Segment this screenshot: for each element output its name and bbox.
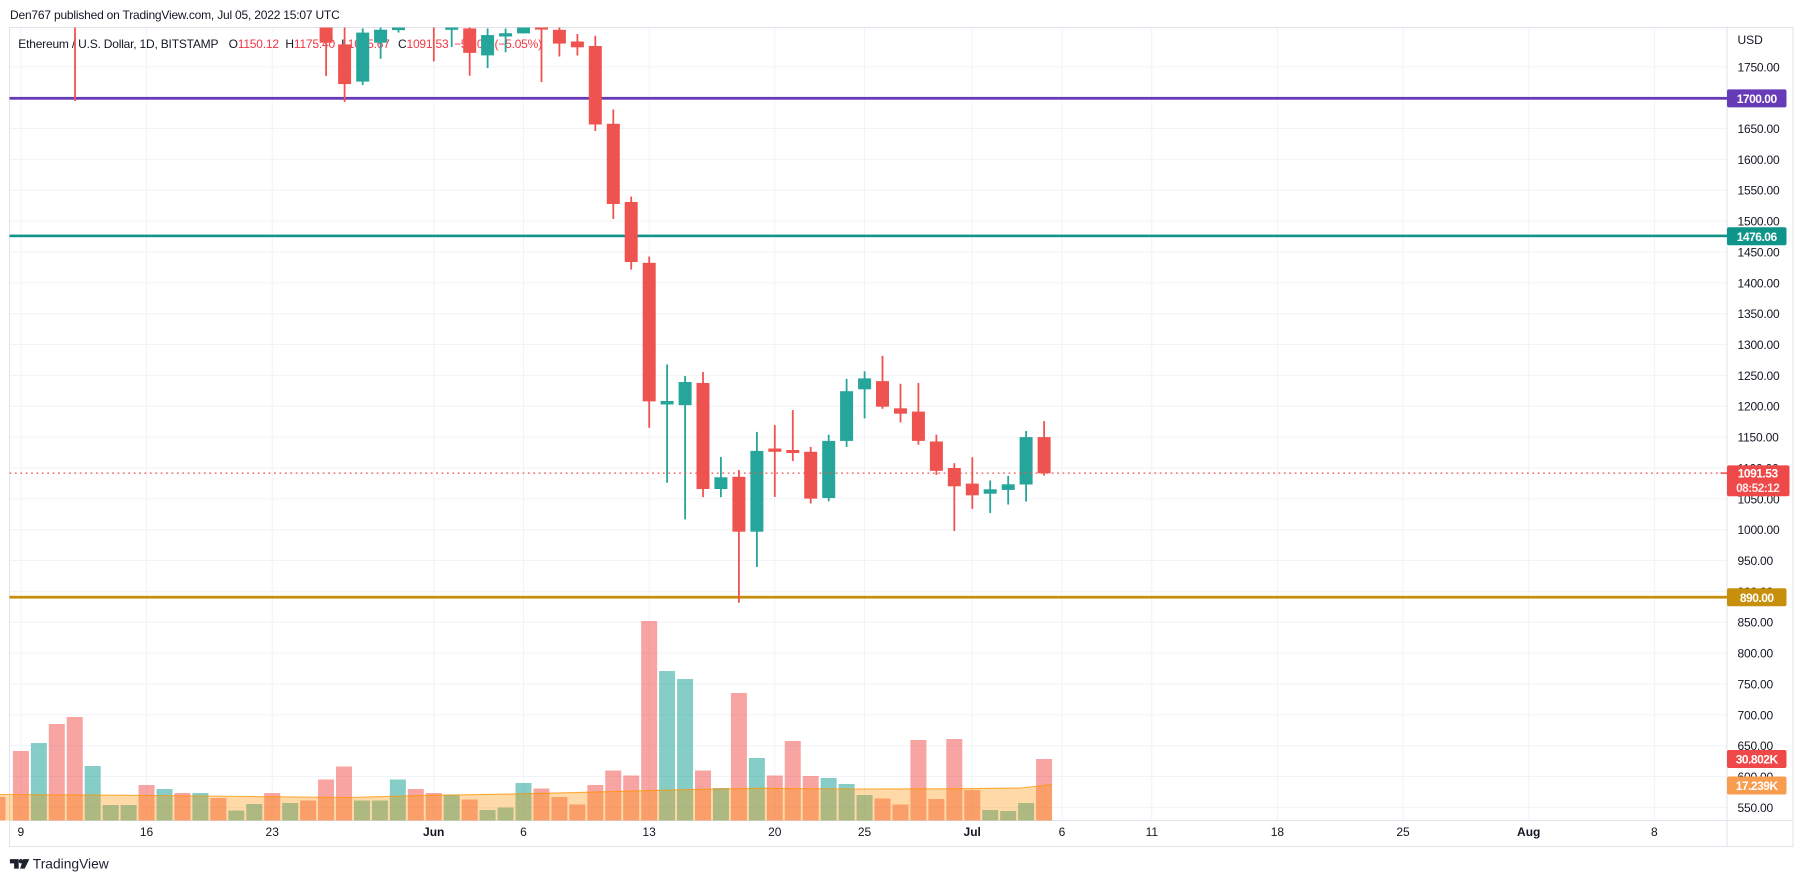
- svg-text:1091.53: 1091.53: [1738, 467, 1779, 481]
- svg-text:08:52:12: 08:52:12: [1736, 481, 1780, 495]
- svg-text:6: 6: [520, 825, 527, 839]
- svg-text:1250.00: 1250.00: [1738, 369, 1781, 383]
- svg-text:18: 18: [1271, 825, 1285, 839]
- svg-text:1600.00: 1600.00: [1738, 153, 1781, 167]
- svg-text:(−5.05%): (−5.05%): [495, 37, 543, 51]
- svg-text:1750.00: 1750.00: [1738, 60, 1781, 74]
- svg-text:11: 11: [1146, 825, 1159, 839]
- svg-text:Aug: Aug: [1517, 825, 1540, 839]
- svg-text:1350.00: 1350.00: [1738, 307, 1781, 321]
- svg-text:TradingView: TradingView: [33, 856, 109, 871]
- svg-text:1450.00: 1450.00: [1738, 245, 1781, 259]
- svg-text:1400.00: 1400.00: [1738, 276, 1781, 290]
- svg-text:800.00: 800.00: [1738, 647, 1774, 661]
- svg-text:23: 23: [266, 825, 280, 839]
- svg-text:1550.00: 1550.00: [1738, 184, 1781, 198]
- svg-text:Den767 published on TradingVie: Den767 published on TradingView.com, Jul…: [10, 8, 340, 22]
- svg-text:O1150.12: O1150.12: [229, 37, 280, 51]
- svg-text:17.239K: 17.239K: [1736, 779, 1779, 793]
- svg-text:6: 6: [1059, 825, 1066, 839]
- svg-text:Jun: Jun: [423, 825, 444, 839]
- svg-text:1500.00: 1500.00: [1738, 215, 1781, 229]
- svg-text:20: 20: [768, 825, 782, 839]
- svg-text:1476.06: 1476.06: [1737, 230, 1778, 244]
- svg-text:16: 16: [140, 825, 154, 839]
- svg-text:9: 9: [18, 825, 25, 839]
- svg-text:650.00: 650.00: [1738, 739, 1774, 753]
- svg-text:C1091.53: C1091.53: [398, 37, 449, 51]
- svg-text:1650.00: 1650.00: [1738, 122, 1781, 136]
- svg-text:750.00: 750.00: [1738, 677, 1774, 691]
- svg-text:Jul: Jul: [964, 825, 981, 839]
- svg-text:25: 25: [1396, 825, 1410, 839]
- svg-text:USD: USD: [1738, 33, 1764, 47]
- svg-text:550.00: 550.00: [1738, 801, 1774, 815]
- svg-text:1300.00: 1300.00: [1738, 338, 1781, 352]
- svg-text:8: 8: [1651, 825, 1658, 839]
- svg-text:25: 25: [858, 825, 872, 839]
- svg-text:850.00: 850.00: [1738, 616, 1774, 630]
- svg-text:1150.00: 1150.00: [1738, 431, 1780, 445]
- svg-text:950.00: 950.00: [1738, 554, 1774, 568]
- svg-text:1700.00: 1700.00: [1737, 92, 1778, 106]
- svg-text:700.00: 700.00: [1738, 708, 1774, 722]
- svg-text:1200.00: 1200.00: [1738, 400, 1781, 414]
- svg-text:890.00: 890.00: [1740, 591, 1775, 605]
- svg-text:30.802K: 30.802K: [1736, 753, 1779, 767]
- svg-text:13: 13: [642, 825, 656, 839]
- svg-text:1000.00: 1000.00: [1738, 523, 1781, 537]
- svg-text:Ethereum / U.S. Dollar, 1D, BI: Ethereum / U.S. Dollar, 1D, BITSTAMP: [18, 37, 218, 51]
